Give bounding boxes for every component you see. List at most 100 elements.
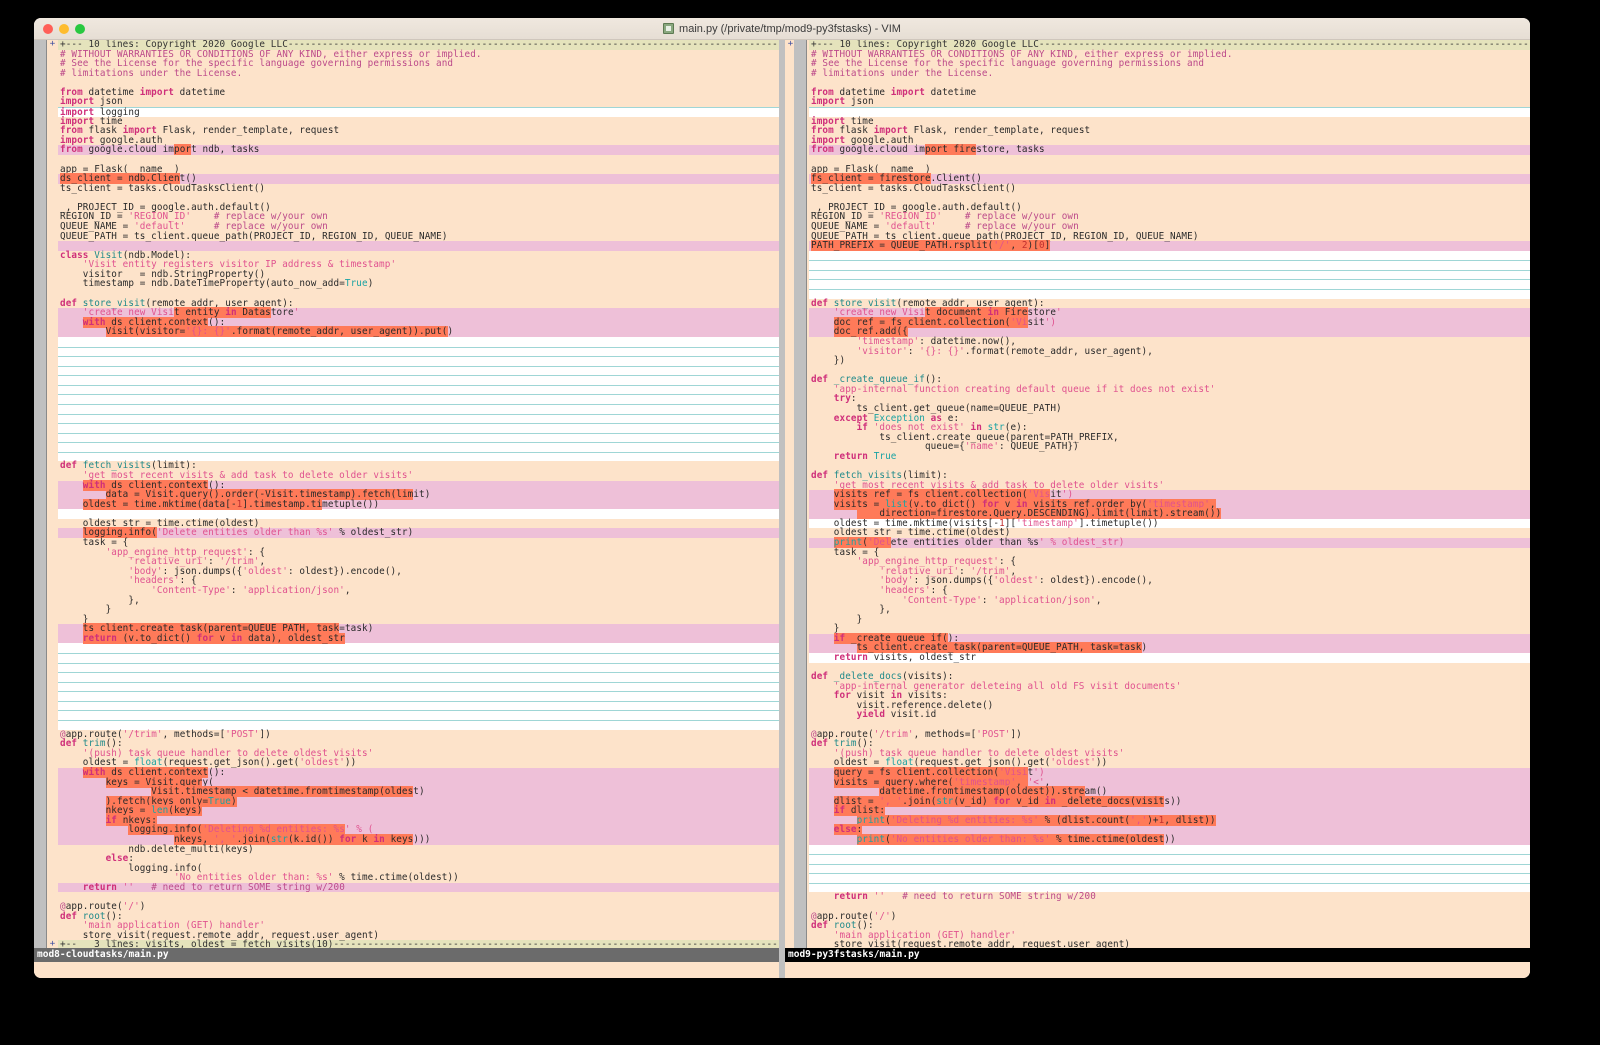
code-line: task = { — [58, 538, 779, 548]
code-line — [809, 365, 1530, 376]
code-line: app = Flask(__name__) — [58, 164, 779, 175]
code-line: 'headers': { — [58, 576, 779, 586]
code-line — [58, 643, 779, 653]
code-line: # See the License for the specific langu… — [809, 59, 1530, 69]
code-line: Visit(visitor='{}: {}'.format(remote_add… — [58, 326, 779, 338]
code-line: } — [809, 615, 1530, 625]
code-line: import logging — [58, 107, 779, 117]
code-line: def trim(): — [809, 739, 1530, 749]
code-line: QUEUE_PATH = ts_client.queue_path(PROJEC… — [58, 231, 779, 242]
code-line: oldest_str = time.ctime(oldest) — [58, 519, 779, 529]
left-code-area[interactable]: +--- 10 lines: Copyright 2020 Google LLC… — [56, 40, 779, 948]
vim-window: main.py (/private/tmp/mod9-py3fstasks) -… — [34, 18, 1530, 978]
code-line — [58, 154, 779, 165]
code-line — [58, 193, 779, 203]
code-line: if nkeys: — [58, 814, 779, 826]
code-line: def store_visit(remote_addr, user_agent)… — [58, 298, 779, 309]
code-line: return '' # need to return SOME string w… — [58, 883, 779, 893]
code-line: if _create_queue_if(): — [809, 632, 1530, 644]
traffic-lights — [43, 24, 85, 34]
code-line: print('Deleting %d entities: %s' % (dlis… — [809, 814, 1530, 826]
left-editor-pane[interactable]: + + +--- 10 lines: Copyright 2020 Google… — [34, 40, 779, 978]
code-line: 'Content-Type': 'application/json', — [58, 586, 779, 596]
code-line: from flask import Flask, render_template… — [58, 126, 779, 136]
code-line: 'Content-Type': 'application/json', — [809, 595, 1530, 606]
code-line: return (v.to_dict() for v in data), olde… — [58, 632, 779, 644]
code-line: visits = query.where('timestamp', '<', — [809, 776, 1530, 788]
code-line: 'get most recent visits & add task to de… — [809, 480, 1530, 491]
left-statusline: mod8-cloudtasks/main.py — [34, 948, 779, 962]
code-line: def _delete_docs(visits): — [809, 672, 1530, 682]
code-line — [58, 892, 779, 903]
code-line — [58, 336, 779, 347]
code-line: 'No entities older than: %s' % time.ctim… — [58, 873, 779, 883]
code-line: visits = list(v.to_dict() for v in visit… — [809, 498, 1530, 510]
code-line: @app.route('/trim', methods=['POST']) — [809, 729, 1530, 740]
code-line: class Visit(ndb.Model): — [58, 250, 779, 261]
code-line: oldest = float(request.get_json().get('o… — [58, 758, 779, 768]
code-line: import google.auth — [809, 135, 1530, 146]
code-line — [809, 662, 1530, 673]
code-line: for visit in visits: — [809, 691, 1530, 701]
code-line: app = Flask(__name__) — [809, 164, 1530, 175]
code-line: }) — [809, 356, 1530, 366]
code-line: # limitations under the License. — [809, 68, 1530, 79]
code-line: import json — [809, 97, 1530, 108]
code-line — [58, 78, 779, 88]
code-line: queue={'name': QUEUE_PATH}) — [809, 442, 1530, 452]
code-line: QUEUE_NAME = 'default' # replace w/your … — [809, 222, 1530, 232]
code-line: task = { — [809, 547, 1530, 558]
window-titlebar[interactable]: main.py (/private/tmp/mod9-py3fstasks) -… — [34, 18, 1530, 40]
code-line — [809, 154, 1530, 165]
right-fold-gutter[interactable] — [794, 40, 807, 948]
close-button[interactable] — [43, 24, 53, 34]
code-line: }, — [809, 605, 1530, 615]
code-line: fs_client = firestore.Client() — [809, 173, 1530, 185]
code-line: oldest = time.mktime(visits[-1]['timesta… — [809, 519, 1530, 529]
code-line — [809, 720, 1530, 730]
code-line: # limitations under the License. — [58, 68, 779, 79]
code-line: import time — [809, 116, 1530, 127]
code-line — [809, 250, 1530, 261]
right-pane-body: + + +--- 10 lines: Copyright 2020 Google… — [785, 40, 1530, 948]
code-line: 'app-internal function creating default … — [809, 385, 1530, 395]
code-line: # See the License for the specific langu… — [58, 59, 779, 69]
code-line: with ds_client.context(): — [58, 479, 779, 491]
code-line: from flask import Flask, render_template… — [809, 126, 1530, 136]
code-line: logging.info('Delete entities older than… — [58, 527, 779, 539]
left-fold-markers[interactable]: + + — [47, 40, 56, 948]
code-line: 'body': json.dumps({'oldest': oldest}).e… — [58, 567, 779, 577]
code-line — [58, 289, 779, 299]
left-fold-gutter[interactable] — [34, 40, 47, 948]
code-line: visitor = ndb.StringProperty() — [58, 270, 779, 280]
zoom-button[interactable] — [75, 24, 85, 34]
code-line — [809, 461, 1530, 472]
code-line: ts_client = tasks.CloudTasksClient() — [58, 183, 779, 194]
code-line: keys = Visit.query( — [58, 776, 779, 788]
code-line: data = Visit.query().order(-Visit.timest… — [58, 489, 779, 501]
code-line: from datetime import datetime — [809, 88, 1530, 98]
code-line: visit.reference.delete() — [809, 701, 1530, 711]
code-line: def fetch_visits(limit): — [809, 471, 1530, 481]
code-line: print('Delete entities older than %s' % … — [809, 537, 1530, 549]
code-line: def fetch_visits(limit): — [58, 461, 779, 472]
code-line: ts_client = tasks.CloudTasksClient() — [809, 183, 1530, 194]
right-editor-pane[interactable]: + + +--- 10 lines: Copyright 2020 Google… — [785, 40, 1530, 978]
code-line: store_visit(request.remote_addr, request… — [58, 930, 779, 941]
code-line: dlist = ', '.join(str(v_id) for v_id in … — [809, 795, 1530, 807]
code-line — [809, 902, 1530, 912]
right-code-area[interactable]: +--- 10 lines: Copyright 2020 Google LLC… — [807, 40, 1530, 948]
code-line: return True — [809, 452, 1530, 462]
code-line: else: — [809, 824, 1530, 836]
code-line: from google.cloud import firestore, task… — [809, 144, 1530, 156]
pane-divider[interactable] — [779, 40, 785, 978]
right-fold-markers[interactable]: + + — [785, 40, 794, 948]
code-line: 'app-internal generator deleteing all ol… — [809, 681, 1530, 692]
code-line: return '' # need to return SOME string w… — [809, 892, 1530, 903]
code-line: def store_visit(remote_addr, user_agent)… — [809, 298, 1530, 309]
minimize-button[interactable] — [59, 24, 69, 34]
code-line: ).fetch(keys_only=True) — [58, 795, 779, 807]
code-line: 'relative_uri': '/trim', — [58, 557, 779, 567]
code-line: except Exception as e: — [809, 413, 1530, 424]
code-line: from datetime import datetime — [58, 88, 779, 98]
